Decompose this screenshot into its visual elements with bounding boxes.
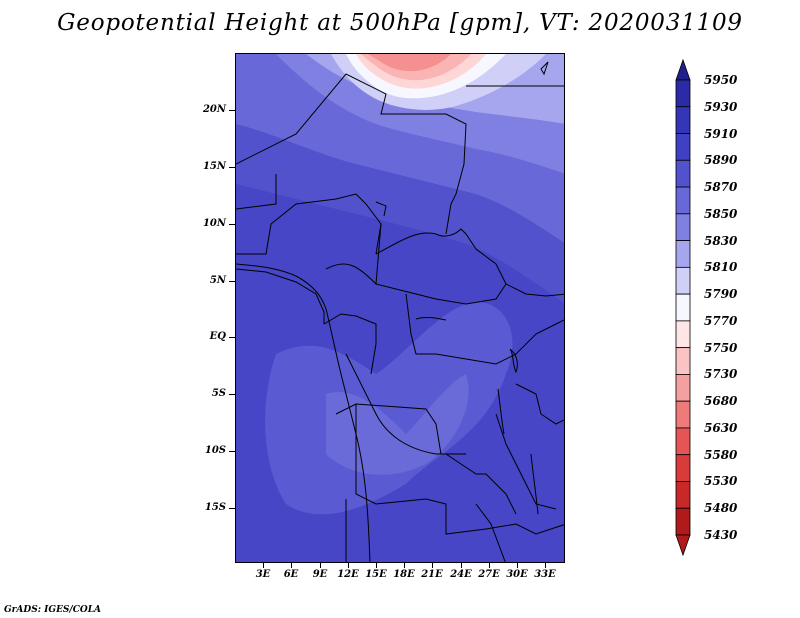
map-plot-area (235, 53, 565, 563)
colorbar-bottom-extension (675, 534, 691, 557)
colorbar-segment (675, 266, 691, 295)
colorbar-segment (675, 133, 691, 161)
colorbar (675, 58, 691, 557)
colorbar-level-label: 5910 (704, 126, 738, 141)
colorbar-segment (675, 213, 691, 241)
y-tick-label-5n: 5N (209, 275, 226, 286)
y-tick-15s (229, 508, 235, 509)
x-tick-label-18e: 18E (393, 569, 415, 580)
x-tick-30e (517, 563, 518, 568)
x-tick-24e (461, 563, 462, 568)
colorbar-level-label: 5770 (704, 313, 738, 328)
lake-nasser (540, 61, 549, 76)
colorbar-level-label: 5530 (704, 474, 738, 489)
lake-victoria (509, 348, 518, 374)
x-tick-9e (320, 563, 321, 568)
colorbar-level-label: 5430 (704, 528, 738, 542)
x-tick-label-33e: 33E (534, 569, 556, 580)
height-contour-5850-south (326, 374, 469, 475)
x-tick-label-12e: 12E (337, 569, 359, 580)
colorbar-segment (675, 427, 691, 456)
x-tick-3e (263, 563, 264, 568)
colorbar-level-label: 5680 (704, 394, 738, 409)
colorbar-level-label: 5580 (704, 447, 738, 462)
colorbar-level-label: 5750 (704, 340, 738, 355)
colorbar-segment (675, 159, 691, 188)
height-contour-5680 (368, 54, 451, 72)
y-tick-20n (229, 110, 235, 111)
lake-chad (375, 201, 387, 217)
river-congo (415, 316, 447, 321)
x-tick-label-6e: 6E (283, 569, 299, 580)
height-contour-5870-south (265, 302, 513, 515)
colorbar-segment (675, 320, 691, 349)
y-tick-label-10n: 10N (202, 218, 226, 229)
x-tick-label-30e: 30E (506, 569, 528, 580)
colorbar-level-label: 5480 (704, 501, 738, 516)
x-tick-12e (348, 563, 349, 568)
credit-text: GrADS: IGES/COLA (4, 605, 102, 615)
colorbar-level-label: 5950 (704, 73, 738, 87)
colorbar-level-label: 5810 (704, 260, 738, 275)
colorbar-segment (675, 481, 691, 509)
y-tick-5s (229, 394, 235, 395)
geopotential-map (236, 54, 564, 562)
colorbar-segment (675, 293, 691, 322)
y-tick-10s (229, 451, 235, 452)
lake-tanganyika (497, 388, 505, 435)
colorbar-segment (675, 454, 691, 482)
colorbar-level-label: 5890 (704, 153, 738, 168)
x-tick-33e (545, 563, 546, 568)
chart-title: Geopotential Height at 500hPa [gpm], VT:… (57, 10, 743, 36)
colorbar-level-label: 5630 (704, 420, 738, 435)
colorbar-level-label: 5830 (704, 233, 738, 248)
y-tick-10n (229, 224, 235, 225)
x-tick-label-24e: 24E (450, 569, 472, 580)
colorbar-segment (675, 240, 691, 268)
colorbar-segment (675, 374, 691, 402)
colorbar-level-label: 5870 (704, 180, 738, 195)
x-tick-label-3e: 3E (255, 569, 271, 580)
colorbar-segment (675, 400, 691, 429)
y-tick-eq (229, 337, 235, 338)
y-tick-label-20n: 20N (202, 104, 226, 115)
colorbar-level-label: 5790 (704, 287, 738, 302)
colorbar-level-label: 5930 (704, 99, 738, 114)
lake-malawi (530, 453, 539, 515)
y-tick-label-10s: 10S (204, 445, 226, 456)
x-tick-label-9e: 9E (312, 569, 328, 580)
x-tick-15e (376, 563, 377, 568)
colorbar-segment (675, 79, 691, 108)
y-tick-label-eq: EQ (209, 331, 226, 342)
colorbar-segment (675, 507, 691, 536)
x-tick-27e (489, 563, 490, 568)
colorbar-level-label: 5730 (704, 367, 738, 382)
y-tick-label-15s: 15S (204, 502, 226, 513)
y-tick-5n (229, 281, 235, 282)
colorbar-segment (675, 106, 691, 134)
x-tick-label-15e: 15E (365, 569, 387, 580)
colorbar-segment (675, 347, 691, 375)
colorbar-top-extension (675, 58, 691, 81)
y-tick-label-15n: 15N (202, 161, 226, 172)
west-coastline (236, 263, 371, 562)
x-tick-6e (291, 563, 292, 568)
x-tick-18e (404, 563, 405, 568)
y-tick-15n (229, 167, 235, 168)
x-tick-label-21e: 21E (421, 569, 443, 580)
y-tick-label-5s: 5S (211, 388, 226, 399)
x-tick-21e (432, 563, 433, 568)
x-tick-label-27e: 27E (478, 569, 500, 580)
colorbar-segment (675, 186, 691, 215)
colorbar-level-label: 5850 (704, 206, 738, 221)
